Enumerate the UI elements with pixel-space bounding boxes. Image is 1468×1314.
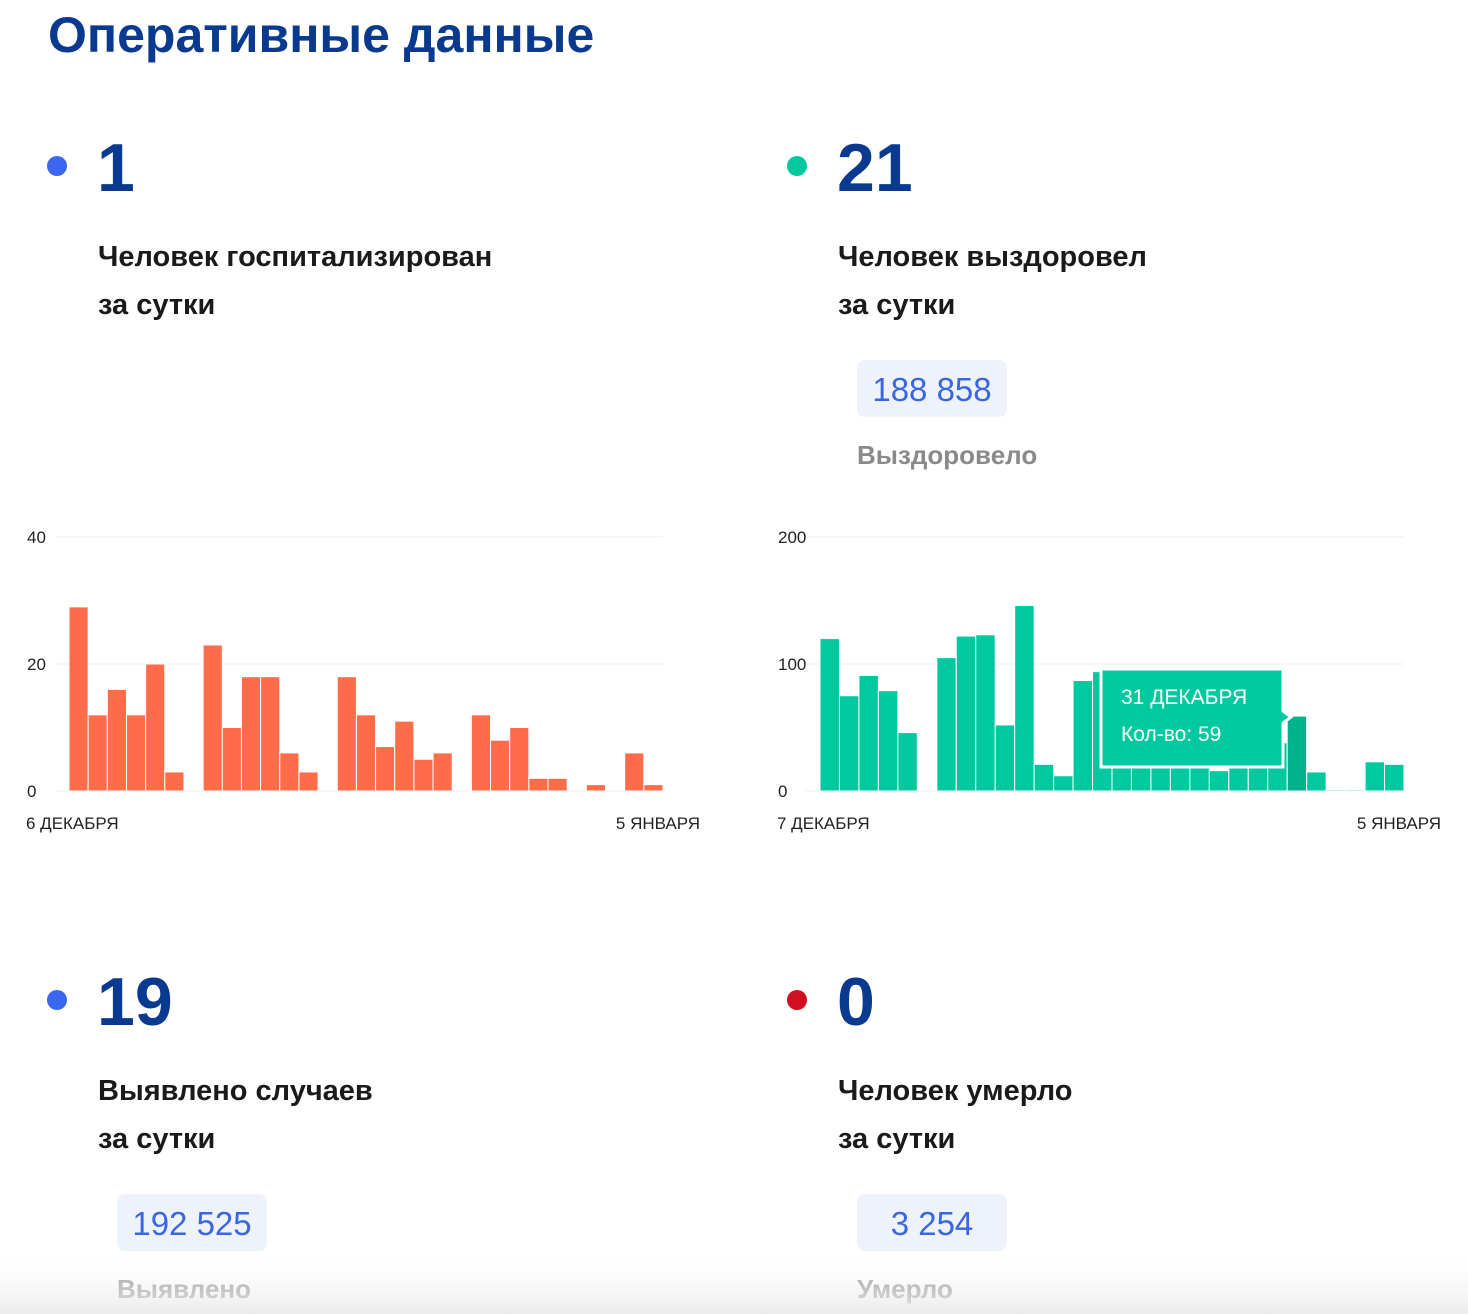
bar [1053,775,1074,792]
y-tick-label: 0 [27,782,36,801]
bar [994,724,1016,792]
metric-label: Человек выздоровел [838,241,1147,273]
bar [819,638,840,792]
bar [585,784,607,792]
metric-value: 0 [837,964,875,1040]
bar [955,635,977,792]
bar [145,663,166,792]
bar [279,752,300,792]
bar [1384,763,1405,792]
total-badge [857,360,1007,417]
y-tick-label: 100 [778,655,806,674]
bar [470,714,492,792]
bar [547,777,568,792]
bar [1228,765,1249,792]
total-badge [857,1194,1007,1251]
bar [897,732,918,792]
x-tick-label: 5 ЯНВАРЯ [616,814,700,833]
bar [1208,770,1230,792]
bar [509,727,530,792]
bar [336,676,357,792]
bar [202,644,223,792]
y-tick-label: 20 [27,655,46,674]
bar [355,714,377,792]
bar [643,784,664,792]
metric-label: за сутки [98,1123,215,1155]
bar [1014,605,1035,792]
bar [375,746,396,792]
bar [1325,789,1347,792]
metric-label: за сутки [838,1123,955,1155]
bar [877,690,899,792]
bar [125,714,147,792]
bar [432,752,453,792]
y-tick-label: 200 [778,528,806,547]
bar [1345,789,1366,792]
metric-label: за сутки [98,289,215,321]
bar [68,606,89,792]
x-tick-label: 7 ДЕКАБРЯ [777,814,870,833]
bar [1286,715,1308,792]
bar [164,771,185,792]
metric-value: 21 [837,130,913,206]
metric-label: Выявлено случаев [98,1075,373,1107]
status-dot [47,990,67,1010]
page-title: Оперативные данные [48,7,594,63]
bar [260,676,281,792]
y-tick-label: 0 [778,782,787,801]
status-dot [47,156,67,176]
bar [838,695,860,792]
total-label: Выздоровело [857,440,1037,470]
status-dot [787,990,807,1010]
metric-value: 19 [97,964,173,1040]
metric-value: 1 [97,130,135,206]
total-value: 3 254 [891,1205,974,1242]
total-value: 192 525 [132,1205,251,1242]
bar [858,674,879,792]
tooltip-title: 31 ДЕКАБРЯ [1121,686,1247,709]
metric-label: Человек госпитализирован [98,241,492,273]
bar [1150,765,1171,792]
metric-label: за сутки [838,289,955,321]
bottom-fade [0,1250,1468,1314]
bar [528,777,549,792]
bar [975,634,996,792]
x-tick-label: 5 ЯНВАРЯ [1357,814,1441,833]
bar [1364,761,1386,792]
metric-label: Человек умерло [838,1075,1072,1107]
y-tick-label: 40 [27,528,46,547]
bar [240,676,262,792]
bar [1072,680,1094,792]
bar [490,739,511,792]
bar [394,720,415,792]
bar [1169,765,1191,792]
bar [221,727,242,792]
x-tick-label: 6 ДЕКАБРЯ [26,814,119,833]
bar [1033,763,1055,792]
tooltip-text: Кол-во: 59 [1121,723,1221,746]
bar [106,688,127,792]
bar [1306,771,1327,792]
status-dot [787,156,807,176]
bar [298,771,319,792]
bar [624,752,645,792]
bar [413,758,434,792]
total-badge [117,1194,267,1251]
tooltip-box [1099,667,1294,769]
bar [936,657,957,792]
total-value: 188 858 [872,371,991,408]
bar [87,714,108,792]
